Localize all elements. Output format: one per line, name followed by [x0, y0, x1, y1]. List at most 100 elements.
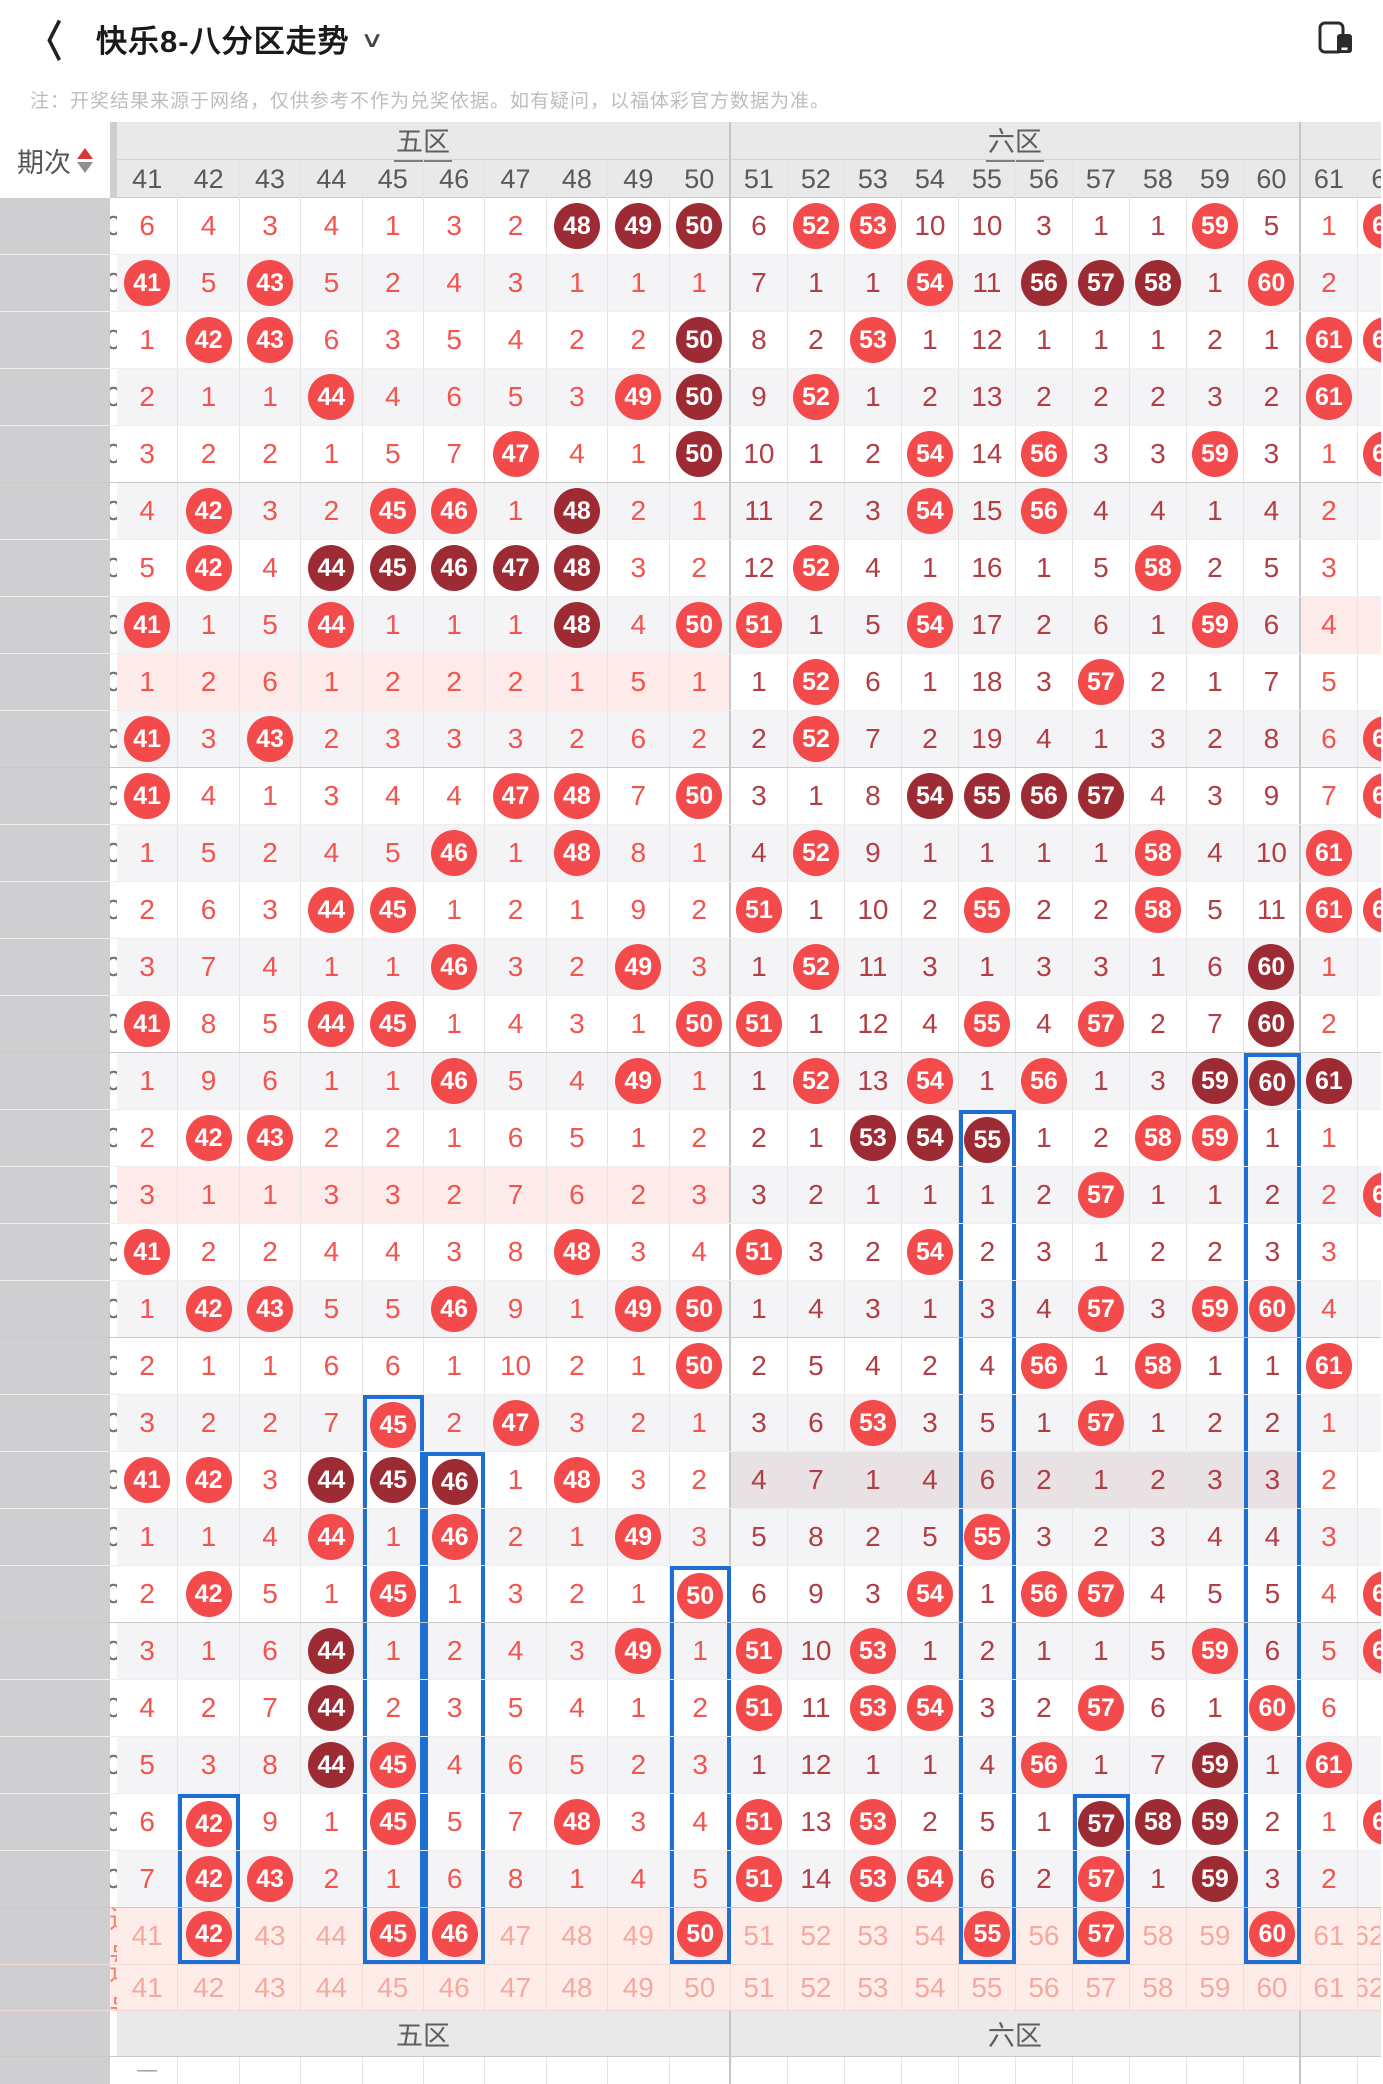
number-cell-53[interactable]: 53 [845, 1908, 902, 1964]
number-cell-61[interactable]: 61 [1301, 1908, 1358, 1964]
selectable-number[interactable]: 59 [1199, 1920, 1231, 1951]
selectable-number[interactable]: 51 [743, 1920, 775, 1951]
number-cell-48[interactable]: 48 [547, 1965, 609, 2010]
number-cell-61[interactable]: 61 [1301, 1965, 1358, 2010]
miss-count: 1 [384, 609, 401, 640]
number-cell-49[interactable]: 49 [608, 1965, 670, 2010]
number-cell-59[interactable]: 59 [1187, 1908, 1244, 1964]
selectable-number[interactable]: 61 [1313, 1971, 1345, 2003]
number-cell-52[interactable]: 52 [788, 1965, 845, 2010]
drawn-ball-dark: 59 [1191, 1742, 1238, 1788]
selectable-number[interactable]: 50 [684, 1971, 716, 2003]
number-cell-55[interactable]: 55 [959, 1965, 1016, 2010]
drawn-ball: 54 [906, 1856, 953, 1902]
number-cell-43[interactable]: 43 [240, 1965, 302, 2010]
number-cell-62[interactable]: 62 [1358, 1908, 1381, 1964]
selectable-number[interactable]: 52 [800, 1920, 832, 1951]
number-cell-41[interactable]: 41 [117, 1908, 179, 1964]
sort-icon[interactable] [77, 147, 93, 173]
selectable-number[interactable]: 47 [499, 1971, 532, 2003]
number-cell-41[interactable]: 41 [117, 1965, 179, 2010]
number-cell-53: 13 [845, 1053, 902, 1109]
highlight-box-col-50[interactable]: 50 [669, 1908, 731, 1964]
number-cell-58[interactable]: 58 [1130, 1908, 1187, 1964]
drawn-ball[interactable]: 50 [677, 1911, 724, 1957]
selectable-number[interactable]: 55 [971, 1971, 1003, 2003]
selectable-number[interactable]: 53 [857, 1920, 889, 1951]
selectable-number[interactable]: 49 [622, 1971, 654, 2003]
selectable-number[interactable]: 43 [254, 1920, 286, 1951]
number-cell-57[interactable]: 57 [1073, 1965, 1130, 2010]
number-cell-54[interactable]: 54 [902, 1908, 959, 1964]
screen-mirror-icon[interactable] [1317, 21, 1355, 55]
drawn-ball[interactable]: 45 [370, 1911, 417, 1957]
number-cell-46[interactable]: 46 [424, 1965, 486, 2010]
back-icon[interactable]: 〈 [28, 18, 62, 67]
highlight-box-col-60[interactable]: 60 [1243, 1908, 1301, 1964]
select-row-label[interactable]: 选号 [110, 1965, 117, 2010]
number-cell-56[interactable]: 56 [1016, 1908, 1073, 1964]
drawn-ball[interactable]: 60 [1249, 1911, 1296, 1957]
number-cell-51[interactable]: 51 [731, 1965, 788, 2010]
selectable-number[interactable]: 58 [1142, 1920, 1174, 1951]
select-row-label[interactable]: 选号 [110, 1908, 117, 1964]
selectable-number[interactable]: 53 [857, 1971, 889, 2003]
number-cell-47: 47 [485, 1395, 547, 1451]
number-cell-52[interactable]: 52 [788, 1908, 845, 1964]
selectable-number[interactable]: 56 [1028, 1920, 1060, 1951]
number-cell-44[interactable]: 44 [301, 1908, 363, 1964]
selectable-number[interactable]: 54 [914, 1920, 946, 1951]
selectable-number[interactable]: 43 [254, 1971, 286, 2003]
selectable-number[interactable]: 45 [377, 1971, 409, 2003]
highlight-box-col-55[interactable]: 55 [958, 1908, 1016, 1964]
miss-count: 1 [446, 1350, 462, 1381]
miss-count: 1 [922, 666, 938, 697]
selectable-number[interactable]: 41 [131, 1920, 163, 1951]
selectable-number[interactable]: 44 [315, 1971, 347, 2003]
number-cell-59[interactable]: 59 [1187, 1965, 1244, 2010]
number-cell-43[interactable]: 43 [240, 1908, 302, 1964]
selectable-number[interactable]: 49 [622, 1920, 654, 1951]
selectable-number[interactable]: 47 [499, 1920, 532, 1951]
selectable-number[interactable]: 59 [1199, 1971, 1231, 2003]
number-cell-47[interactable]: 47 [485, 1965, 547, 2010]
highlight-box-col-45[interactable]: 45 [362, 1908, 424, 1964]
number-cell-60[interactable]: 60 [1244, 1965, 1301, 2010]
number-cell-58: 2 [1130, 369, 1187, 425]
number-cell-50[interactable]: 50 [670, 1965, 731, 2010]
highlight-box-col-46[interactable]: 46 [423, 1908, 486, 1964]
number-cell-54[interactable]: 54 [902, 1965, 959, 2010]
number-cell-42[interactable]: 42 [178, 1965, 240, 2010]
selectable-number[interactable]: 46 [438, 1971, 470, 2003]
selectable-number[interactable]: 58 [1142, 1971, 1174, 2003]
number-cell-58[interactable]: 58 [1130, 1965, 1187, 2010]
number-cell-48[interactable]: 48 [547, 1908, 609, 1964]
selectable-number[interactable]: 57 [1085, 1971, 1117, 2003]
highlight-box-col-57[interactable]: 57 [1072, 1908, 1130, 1964]
number-cell-44[interactable]: 44 [301, 1965, 363, 2010]
selectable-number[interactable]: 60 [1256, 1971, 1288, 2003]
number-cell-51[interactable]: 51 [731, 1908, 788, 1964]
selectable-number[interactable]: 61 [1313, 1920, 1345, 1951]
selectable-number[interactable]: 48 [561, 1971, 593, 2003]
number-cell-49[interactable]: 49 [608, 1908, 670, 1964]
selectable-number[interactable]: 41 [131, 1971, 163, 2003]
selectable-number[interactable]: 48 [561, 1920, 593, 1951]
selectable-number[interactable]: 42 [193, 1971, 225, 2003]
selectable-number[interactable]: 44 [315, 1920, 347, 1951]
highlight-box-col-42[interactable]: 42 [178, 1908, 240, 1964]
title-dropdown[interactable]: 快乐8-八分区走势 ∨ [96, 16, 384, 61]
number-cell-53[interactable]: 53 [845, 1965, 902, 2010]
number-cell-56[interactable]: 56 [1016, 1965, 1073, 2010]
drawn-ball[interactable]: 42 [186, 1911, 233, 1957]
selectable-number[interactable]: 56 [1028, 1971, 1060, 2003]
number-cell-45[interactable]: 45 [363, 1965, 424, 2010]
drawn-ball[interactable]: 55 [964, 1911, 1011, 1957]
number-cell-47[interactable]: 47 [485, 1908, 547, 1964]
drawn-ball[interactable]: 57 [1078, 1911, 1125, 1957]
selectable-number[interactable]: 51 [743, 1971, 775, 2003]
selectable-number[interactable]: 52 [800, 1971, 832, 2003]
number-cell-62[interactable]: 62 [1358, 1965, 1381, 2010]
drawn-ball[interactable]: 46 [431, 1911, 478, 1957]
selectable-number[interactable]: 54 [914, 1971, 946, 2003]
